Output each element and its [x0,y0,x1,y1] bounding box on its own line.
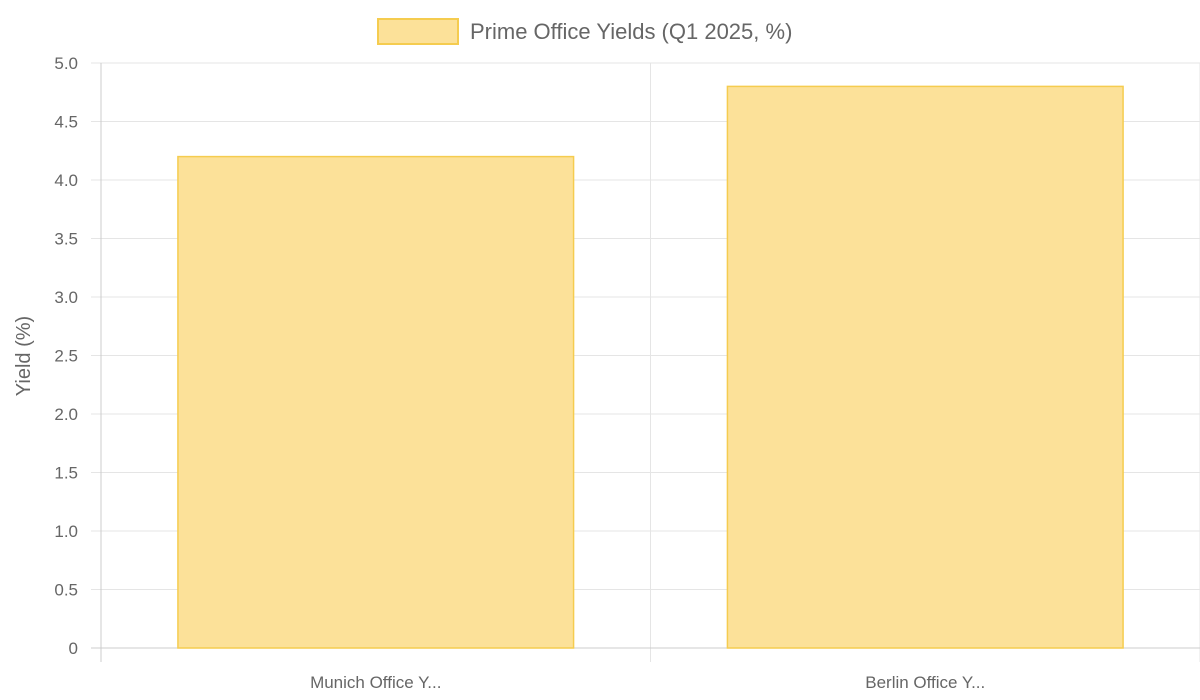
y-tick-labels: 0 0.5 1.0 1.5 2.0 2.5 3.0 3.5 4.0 4.5 5.0 [54,54,78,658]
y-tick-label: 4.5 [54,113,78,132]
y-tick-label: 2.0 [54,405,78,424]
y-tick-label: 1.0 [54,522,78,541]
y-tick-label: 0 [69,639,78,658]
y-tick-label: 5.0 [54,54,78,73]
y-tick-label: 1.5 [54,464,78,483]
y-axis-title: Yield (%) [13,316,35,396]
y-tick-label: 3.5 [54,230,78,249]
bar-1[interactable] [177,155,575,649]
bars [177,85,1124,649]
y-tick-label: 2.5 [54,347,78,366]
x-tick-label: Berlin Office Y... [865,673,985,692]
y-tick-label: 0.5 [54,581,78,600]
x-tick-labels: Munich Office Y... Berlin Office Y... [310,673,985,692]
legend[interactable]: Prime Office Yields (Q1 2025, %) [377,18,792,45]
x-tick-label: Munich Office Y... [310,673,441,692]
y-tick-label: 4.0 [54,171,78,190]
legend-swatch[interactable] [377,18,459,45]
y-tick-label: 3.0 [54,288,78,307]
legend-label[interactable]: Prime Office Yields (Q1 2025, %) [470,19,792,44]
bar-2[interactable] [726,85,1124,649]
